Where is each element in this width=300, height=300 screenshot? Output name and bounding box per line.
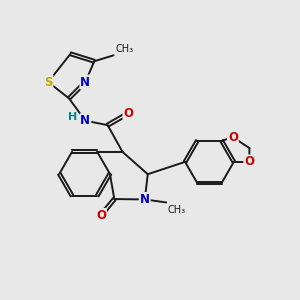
Text: N: N [140, 193, 150, 206]
Text: H: H [68, 112, 77, 122]
Text: O: O [124, 107, 134, 120]
Text: CH₃: CH₃ [115, 44, 133, 54]
Text: N: N [80, 76, 90, 88]
Text: N: N [80, 114, 90, 127]
Text: CH₃: CH₃ [168, 206, 186, 215]
Text: O: O [96, 209, 106, 222]
Text: S: S [44, 76, 52, 88]
Text: O: O [228, 131, 238, 144]
Text: O: O [244, 155, 254, 168]
